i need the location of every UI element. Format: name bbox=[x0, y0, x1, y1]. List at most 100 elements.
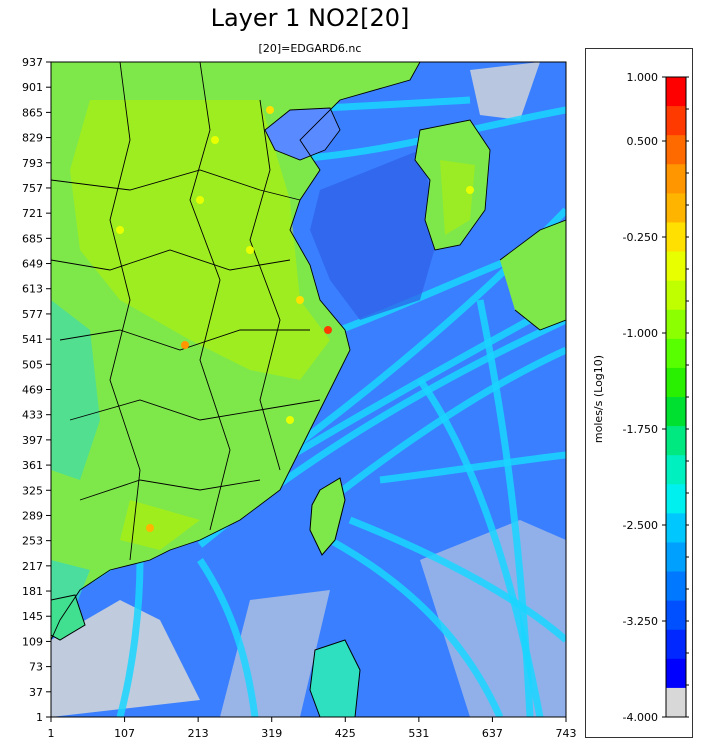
shipping-lane bbox=[476, 299, 534, 717]
x-tick-label: 637 bbox=[482, 727, 503, 740]
colorbar-band bbox=[666, 309, 686, 340]
colorbar-tick-label: -3.250 bbox=[623, 615, 658, 628]
province-border bbox=[69, 399, 321, 421]
province-border bbox=[51, 249, 291, 271]
chart-subtitle: [20]=EDGARD6.nc bbox=[258, 42, 362, 55]
colorbar-band bbox=[666, 542, 686, 573]
emission-hotspot bbox=[466, 186, 474, 194]
emission-map bbox=[51, 62, 566, 717]
colorbar-band bbox=[666, 280, 686, 311]
x-tick-label: 1 bbox=[48, 727, 55, 740]
y-tick-label: 757 bbox=[22, 182, 43, 195]
colorbar-band bbox=[666, 77, 686, 107]
shipping-lane bbox=[348, 516, 566, 643]
colorbar-tick-label: 1.000 bbox=[627, 71, 659, 84]
y-tick-label: 685 bbox=[22, 232, 43, 245]
province-border bbox=[499, 219, 566, 331]
y-tick-label: 937 bbox=[22, 56, 43, 69]
luzon-landmass bbox=[309, 639, 361, 717]
colorbar-tick-label: -4.000 bbox=[623, 711, 658, 724]
colorbar-band bbox=[666, 513, 686, 543]
colorbar-label: moles/s (Log10) bbox=[592, 355, 605, 443]
axes: 1 107 213 319 425 531 637 743 1 37 73 109 145 181 217 2… bbox=[22, 56, 577, 740]
colorbar-band bbox=[666, 164, 686, 194]
province-border bbox=[51, 62, 421, 641]
colorbar-band bbox=[666, 222, 686, 253]
heatmap-plot: 1 107 213 319 425 531 637 743 1 37 73 109 145 181 217 2… bbox=[22, 56, 577, 740]
province-border bbox=[59, 329, 310, 351]
colorbar-band bbox=[666, 455, 686, 485]
y-tick-label: 577 bbox=[22, 308, 43, 321]
province-border bbox=[79, 479, 261, 501]
colorbar-legend: 1.000 0.500 -0.250 -1.000 -1.750 -2.500 -3.250… bbox=[585, 48, 693, 738]
colorbar-tick-label: -1.750 bbox=[623, 423, 658, 436]
colorbar-band bbox=[666, 484, 686, 514]
y-tick-label: 145 bbox=[22, 610, 43, 623]
colorbar-tick-label: -2.500 bbox=[623, 519, 658, 532]
emission-hotspot bbox=[324, 326, 332, 334]
taiwan-landmass bbox=[309, 477, 346, 556]
bohai-sea bbox=[265, 108, 340, 160]
shipping-lane bbox=[116, 559, 144, 717]
colorbar-band bbox=[666, 135, 686, 165]
province-border bbox=[414, 119, 491, 251]
colorbar-band bbox=[666, 367, 686, 398]
emission-hotspot bbox=[246, 246, 254, 254]
colorbar-band bbox=[666, 106, 686, 136]
emission-hotspot bbox=[116, 226, 124, 234]
emission-hotspot bbox=[196, 196, 204, 204]
y-tick-label: 613 bbox=[22, 283, 43, 296]
colorbar-band bbox=[666, 687, 686, 718]
colorbar-band bbox=[666, 571, 686, 602]
shipping-lane bbox=[328, 536, 504, 717]
x-tick-label: 743 bbox=[556, 727, 577, 740]
nodata-region bbox=[470, 62, 540, 120]
colorbar-tick-label: -1.000 bbox=[623, 327, 658, 340]
colorbar-band bbox=[666, 338, 686, 369]
province-border bbox=[264, 107, 341, 161]
shipping-lane bbox=[379, 451, 566, 484]
emission-hotspot bbox=[296, 296, 304, 304]
y-tick-label: 289 bbox=[22, 509, 43, 522]
y-tick-label: 649 bbox=[22, 258, 43, 271]
shipping-lane bbox=[327, 346, 566, 503]
province-border bbox=[109, 62, 141, 561]
colorbar-band bbox=[666, 658, 686, 689]
nodata-region bbox=[51, 600, 200, 717]
province-border bbox=[51, 169, 301, 201]
y-tick-label: 901 bbox=[22, 81, 43, 94]
low-emission-region bbox=[51, 300, 100, 480]
colorbar-band bbox=[666, 600, 686, 631]
hainan-landmass bbox=[51, 594, 86, 641]
y-tick-label: 505 bbox=[22, 358, 43, 371]
y-tick-label: 217 bbox=[22, 560, 43, 573]
colorbar-band bbox=[666, 629, 686, 660]
y-tick-label: 37 bbox=[29, 686, 43, 699]
yellow-sea bbox=[310, 150, 440, 320]
colorbar-band bbox=[666, 397, 686, 427]
y-tick-label: 721 bbox=[22, 207, 43, 220]
high-emission-region bbox=[120, 500, 200, 550]
colorbar-svg: 1.000 0.500 -0.250 -1.000 -1.750 -2.500 -3.250… bbox=[592, 71, 689, 724]
y-tick-label: 361 bbox=[22, 459, 43, 472]
y-tick-label: 793 bbox=[22, 157, 43, 170]
high-emission-region bbox=[70, 100, 330, 380]
y-tick-label: 181 bbox=[22, 585, 43, 598]
x-tick-label: 319 bbox=[261, 727, 282, 740]
colorbar-tick-label: -0.250 bbox=[623, 231, 658, 244]
emission-hotspot bbox=[146, 524, 154, 532]
x-tick-label: 107 bbox=[114, 727, 135, 740]
emission-hotspot bbox=[286, 416, 294, 424]
shipping-lane bbox=[197, 558, 259, 717]
emission-hotspot bbox=[181, 341, 189, 349]
province-border bbox=[189, 62, 231, 531]
x-tick-label: 425 bbox=[335, 727, 356, 740]
japan-landmass bbox=[500, 220, 566, 330]
chart-title: Layer 1 NO2[20] bbox=[210, 4, 410, 32]
y-tick-label: 829 bbox=[22, 132, 43, 145]
x-tick-label: 213 bbox=[188, 727, 209, 740]
y-tick-label: 433 bbox=[22, 409, 43, 422]
y-tick-label: 253 bbox=[22, 535, 43, 548]
colorbar-band bbox=[666, 251, 686, 282]
colorbar-tick-label: 0.500 bbox=[627, 135, 659, 148]
